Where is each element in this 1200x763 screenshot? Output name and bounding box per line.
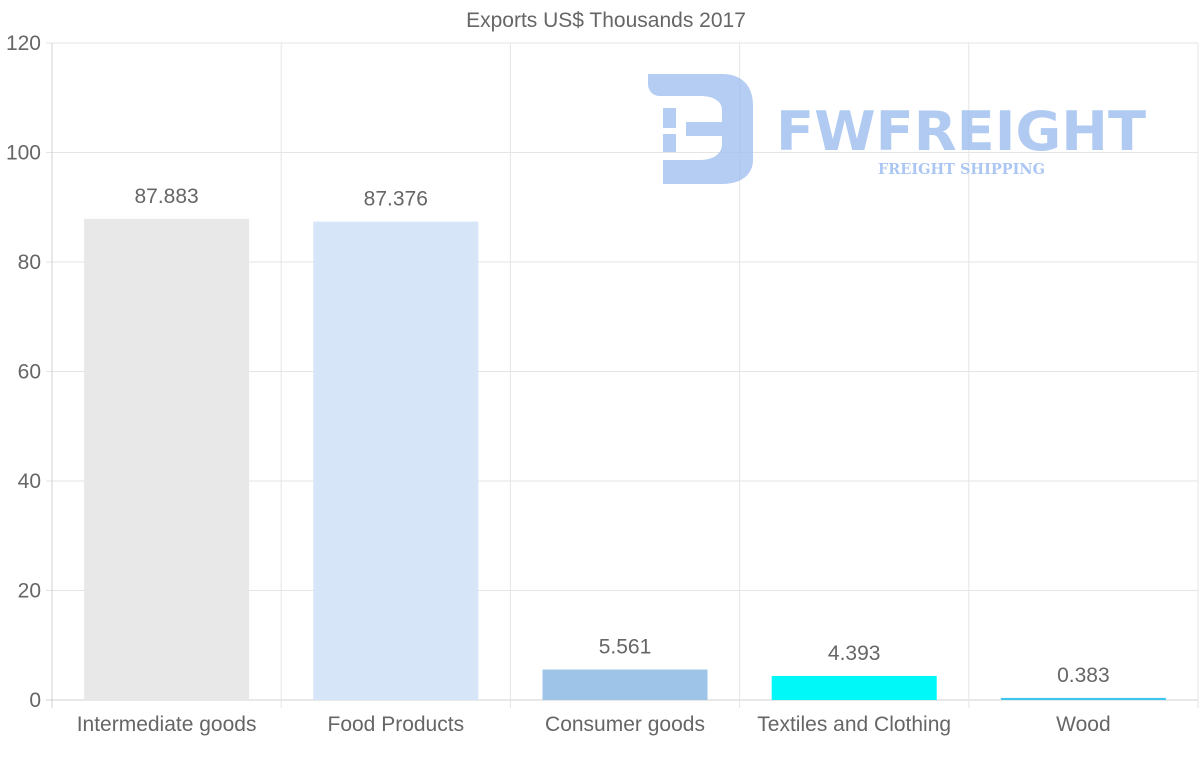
value-labels: 87.883 87.376 5.561 4.393 0.383	[134, 185, 1109, 687]
bar	[771, 675, 937, 700]
watermark-tagline: FREIGHT SHIPPING	[878, 160, 1045, 178]
y-tick-label: 60	[18, 361, 41, 384]
fw-logo-icon	[648, 74, 753, 184]
watermark-logo: FWFREIGHT FREIGHT SHIPPING	[648, 74, 1146, 184]
y-axis-ticks: 0 20 40 60 80 100 120	[6, 32, 41, 712]
bar-value-label: 5.561	[599, 636, 652, 659]
x-category-label: Food Products	[328, 713, 465, 736]
x-category-label: Wood	[1056, 713, 1110, 736]
bar	[542, 669, 708, 700]
watermark-brand: FWFREIGHT	[776, 100, 1146, 163]
bars	[84, 218, 1166, 700]
y-tick-label: 80	[18, 251, 41, 274]
x-category-label: Intermediate goods	[77, 713, 257, 736]
bar-value-label: 87.376	[364, 188, 428, 211]
y-tick-label: 120	[6, 32, 41, 55]
y-tick-label: 20	[18, 580, 41, 603]
y-tick-label: 40	[18, 470, 41, 493]
chart-title: Exports US$ Thousands 2017	[466, 9, 746, 32]
bar	[1000, 697, 1166, 700]
bar-value-label: 87.883	[134, 185, 198, 208]
x-category-label: Textiles and Clothing	[757, 713, 951, 736]
bar	[313, 221, 479, 700]
x-axis-categories: Intermediate goods Food Products Consumer …	[77, 713, 1111, 736]
bar	[84, 218, 250, 700]
y-tick-label: 100	[6, 142, 41, 165]
x-category-label: Consumer goods	[545, 713, 705, 736]
bar-value-label: 0.383	[1057, 664, 1110, 687]
y-tick-label: 0	[29, 689, 41, 712]
bar-value-label: 4.393	[828, 642, 881, 665]
